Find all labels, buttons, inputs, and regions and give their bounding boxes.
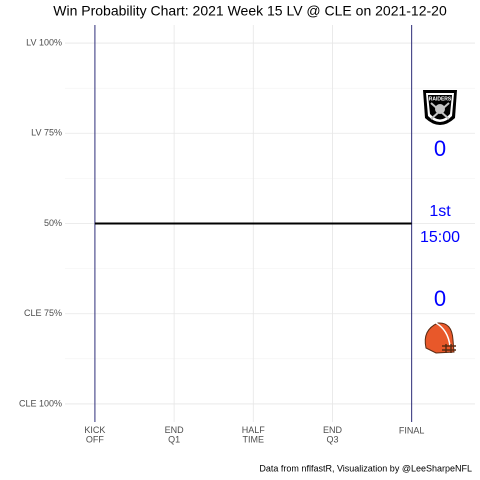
marks [94, 25, 413, 422]
x-tick-label: FINAL [399, 425, 425, 435]
x-tick-label: END Q3 [323, 425, 343, 444]
y-tick-label: 50% [44, 218, 62, 228]
away-logo: RAIDERS [423, 90, 457, 125]
y-tick-label: LV 100% [26, 37, 62, 47]
x-tick-label: END Q1 [165, 425, 185, 444]
caption: Data from nflfastR, Visualization by @Le… [259, 463, 472, 473]
y-tick-label: LV 75% [31, 128, 62, 138]
quarter: 1st [429, 203, 451, 220]
chart-title: Win Probability Chart: 2021 Week 15 LV @… [53, 3, 447, 19]
y-tick-label: CLE 100% [19, 398, 62, 408]
x-tick-label: KICK OFF [84, 425, 105, 444]
home-score: 0 [434, 286, 446, 311]
home-logo [424, 322, 456, 354]
svg-text:RAIDERS: RAIDERS [429, 96, 452, 102]
game-clock: 15:00 [420, 229, 460, 246]
y-tick-label: CLE 75% [24, 308, 62, 318]
away-score: 0 [434, 136, 446, 161]
x-tick-label: HALF TIME [242, 425, 266, 444]
